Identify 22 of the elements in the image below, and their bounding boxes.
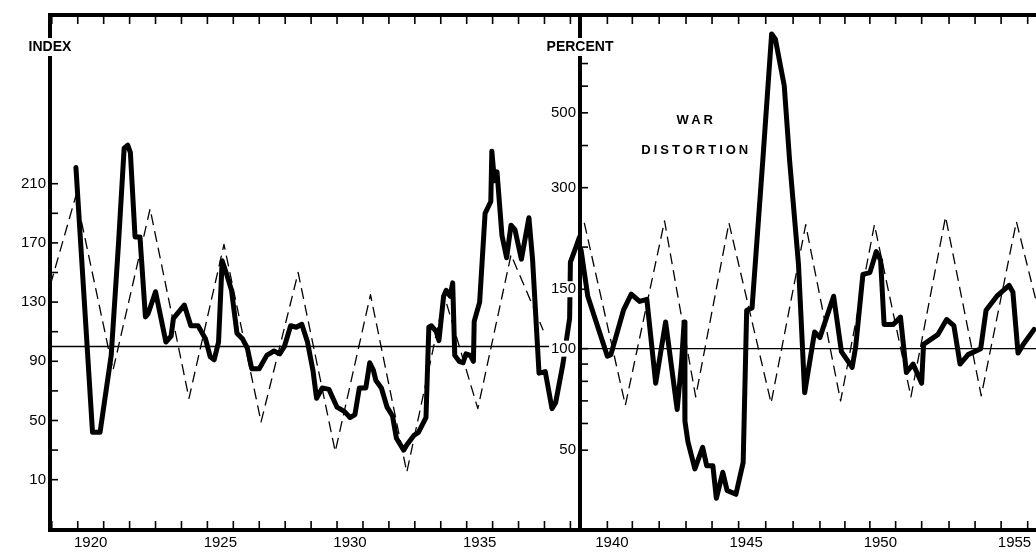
- x-tick-label: 1935: [462, 533, 497, 551]
- x-tick-label: 1930: [333, 533, 367, 551]
- y-axis-title: PERCENT: [546, 37, 614, 54]
- x-tick-label: 1950: [863, 533, 898, 551]
- y-tick-label: 300: [550, 177, 576, 195]
- y-tick-label: 50: [29, 410, 46, 428]
- x-tick-label: 1940: [595, 533, 629, 551]
- x-tick-label: 1920: [74, 533, 108, 551]
- x-tick-label: 1945: [729, 533, 763, 551]
- y-tick-label: 150: [550, 279, 576, 297]
- y-axis-title: INDEX: [28, 37, 73, 54]
- annotation: WAR DISTORTION: [641, 111, 752, 157]
- y-tick-label: 10: [29, 469, 46, 487]
- y-tick-label: 500: [550, 102, 576, 120]
- y-tick-label: 210: [20, 173, 46, 191]
- x-tick-label: 1925: [203, 533, 238, 551]
- y-tick-label: 130: [20, 292, 46, 310]
- y-tick-label: 170: [20, 233, 46, 251]
- y-tick-label: 90: [29, 351, 46, 369]
- x-tick-label: 1955: [997, 533, 1032, 551]
- y-tick-label: 100: [550, 338, 576, 356]
- y-tick-label: 50: [559, 440, 576, 458]
